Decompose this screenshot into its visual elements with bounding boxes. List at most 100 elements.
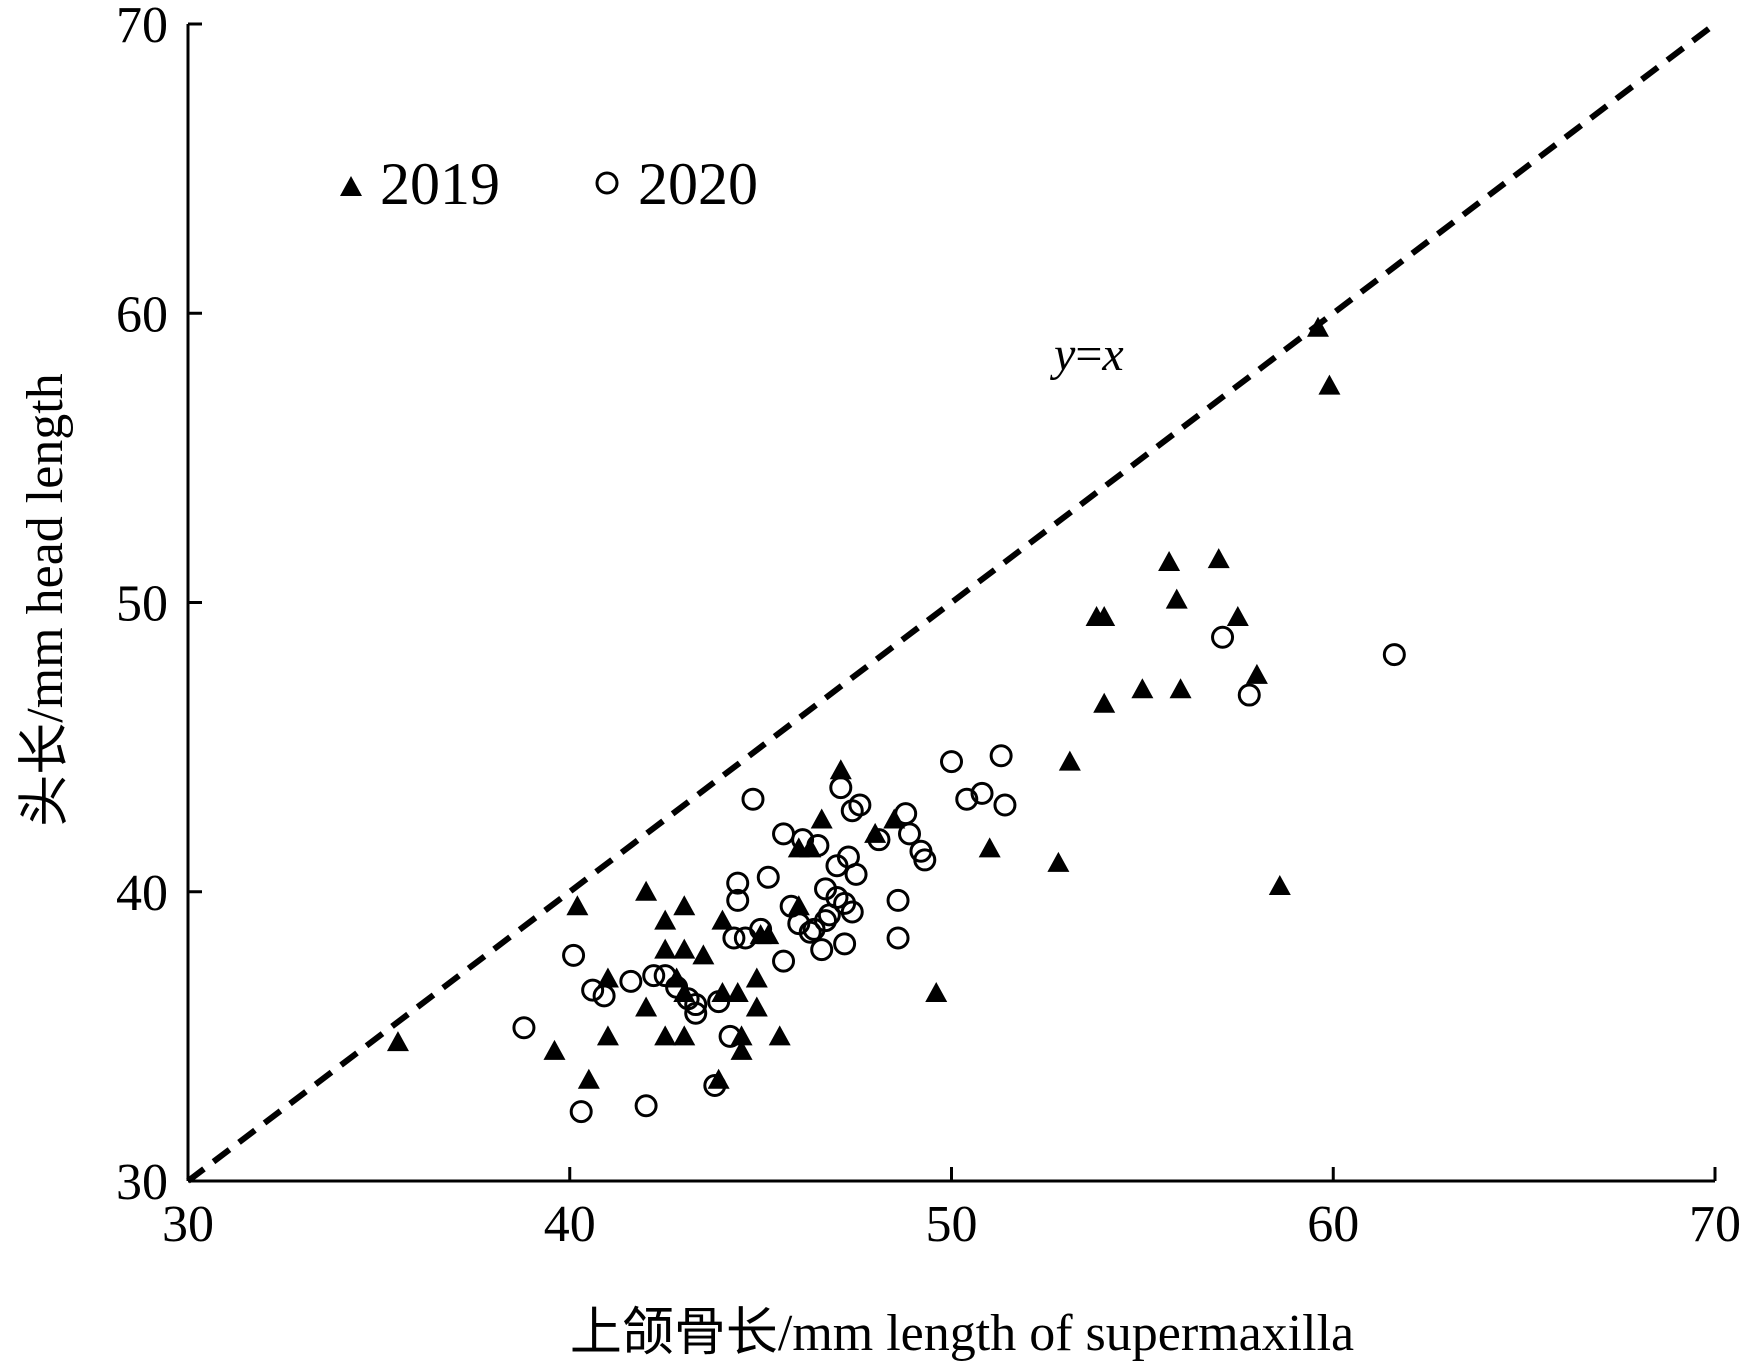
point-2019 [577, 1068, 600, 1089]
point-2019 [635, 880, 658, 901]
point-2019 [810, 808, 833, 829]
point-2019 [1131, 678, 1154, 699]
point-2020 [894, 802, 918, 826]
point-2019 [654, 909, 677, 930]
point-2020 [718, 1024, 742, 1048]
point-2020 [634, 1094, 658, 1118]
point-2019 [1245, 663, 1268, 684]
point-2019 [692, 944, 715, 965]
point-2020 [726, 888, 750, 912]
point-2019 [787, 895, 810, 916]
point-2020 [898, 822, 922, 846]
point-2019 [745, 967, 768, 988]
ref-label-x: x [1101, 328, 1123, 381]
point-2020 [512, 1016, 536, 1040]
x-tick-label: 50 [926, 1196, 978, 1253]
x-tick-label: 70 [1689, 1196, 1741, 1253]
point-2019 [925, 981, 948, 1002]
point-2020 [772, 949, 796, 973]
legend-marker-circle [595, 171, 619, 195]
point-2020 [829, 776, 853, 800]
x-tick-label: 40 [544, 1196, 596, 1253]
point-2020 [913, 848, 937, 872]
y-ticks: 30 40 50 60 70 [116, 0, 202, 1211]
point-2020 [569, 1100, 593, 1124]
point-2019 [1158, 551, 1181, 572]
point-2020 [756, 865, 780, 889]
point-2019 [673, 1025, 696, 1046]
point-2019 [596, 967, 619, 988]
point-2020 [993, 793, 1017, 817]
point-2020 [886, 926, 910, 950]
x-ticks: 30 40 50 60 70 [162, 1167, 1741, 1253]
point-2020 [814, 909, 838, 933]
data-points [386, 316, 1406, 1124]
point-2019 [566, 895, 589, 916]
point-2020 [1211, 625, 1235, 649]
point-2019 [1058, 750, 1081, 771]
point-2020 [810, 938, 834, 962]
point-2020 [684, 1001, 708, 1025]
point-2020 [844, 862, 868, 886]
point-2020 [1382, 643, 1406, 667]
point-2020 [707, 990, 731, 1014]
x-tick-label: 30 [162, 1196, 214, 1253]
point-2019 [768, 1025, 791, 1046]
ref-label-y: y [1049, 328, 1076, 381]
point-2020 [867, 828, 891, 852]
point-2019 [635, 996, 658, 1017]
point-2019 [711, 909, 734, 930]
point-2019 [1169, 678, 1192, 699]
legend-marker-triangle [340, 176, 362, 196]
legend: 2019 2020 [340, 151, 758, 217]
point-2019 [1207, 548, 1230, 569]
point-2019 [1093, 692, 1116, 713]
point-2019 [1306, 316, 1329, 337]
point-2020 [791, 828, 815, 852]
point-2020 [806, 833, 830, 857]
point-2019 [1093, 605, 1116, 626]
point-2019 [543, 1039, 566, 1060]
point-2020 [833, 932, 857, 956]
point-2019 [829, 759, 852, 780]
point-2020 [940, 750, 963, 774]
point-2020 [1237, 683, 1261, 707]
point-2019 [386, 1031, 409, 1052]
point-2020 [642, 964, 666, 988]
point-2019 [596, 1025, 619, 1046]
point-2020 [798, 920, 822, 944]
legend-item-2019: 2019 [340, 151, 500, 217]
legend-item-2020: 2020 [595, 151, 758, 217]
point-2020 [955, 787, 979, 811]
point-2019 [1268, 874, 1291, 895]
point-2019 [673, 938, 696, 959]
point-2020 [848, 793, 872, 817]
point-2019 [654, 1025, 677, 1046]
point-2020 [619, 969, 643, 993]
point-2020 [989, 744, 1013, 768]
point-2020 [562, 943, 586, 967]
point-2020 [722, 926, 746, 950]
point-2020 [886, 888, 910, 912]
y-axis-title: 头长/mm head length [17, 373, 74, 826]
point-2019 [1047, 851, 1070, 872]
point-2019 [745, 996, 768, 1017]
reference-line-label: y=x [1049, 328, 1124, 381]
point-2019 [726, 981, 749, 1002]
point-2020 [970, 781, 994, 805]
plot-area: 30 40 50 60 70 30 40 50 60 70 y=x [116, 0, 1741, 1253]
point-2019 [1226, 605, 1249, 626]
point-2020 [581, 978, 605, 1002]
point-2019 [1165, 588, 1188, 609]
ref-label-eq: = [1075, 328, 1102, 381]
point-2020 [726, 871, 750, 895]
point-2020 [741, 787, 765, 811]
point-2020 [684, 993, 708, 1017]
point-2019 [707, 1068, 730, 1089]
point-2020 [840, 900, 864, 924]
point-2020 [592, 984, 616, 1008]
point-2020 [665, 975, 689, 999]
point-2019 [654, 938, 677, 959]
point-2019 [730, 1039, 753, 1060]
